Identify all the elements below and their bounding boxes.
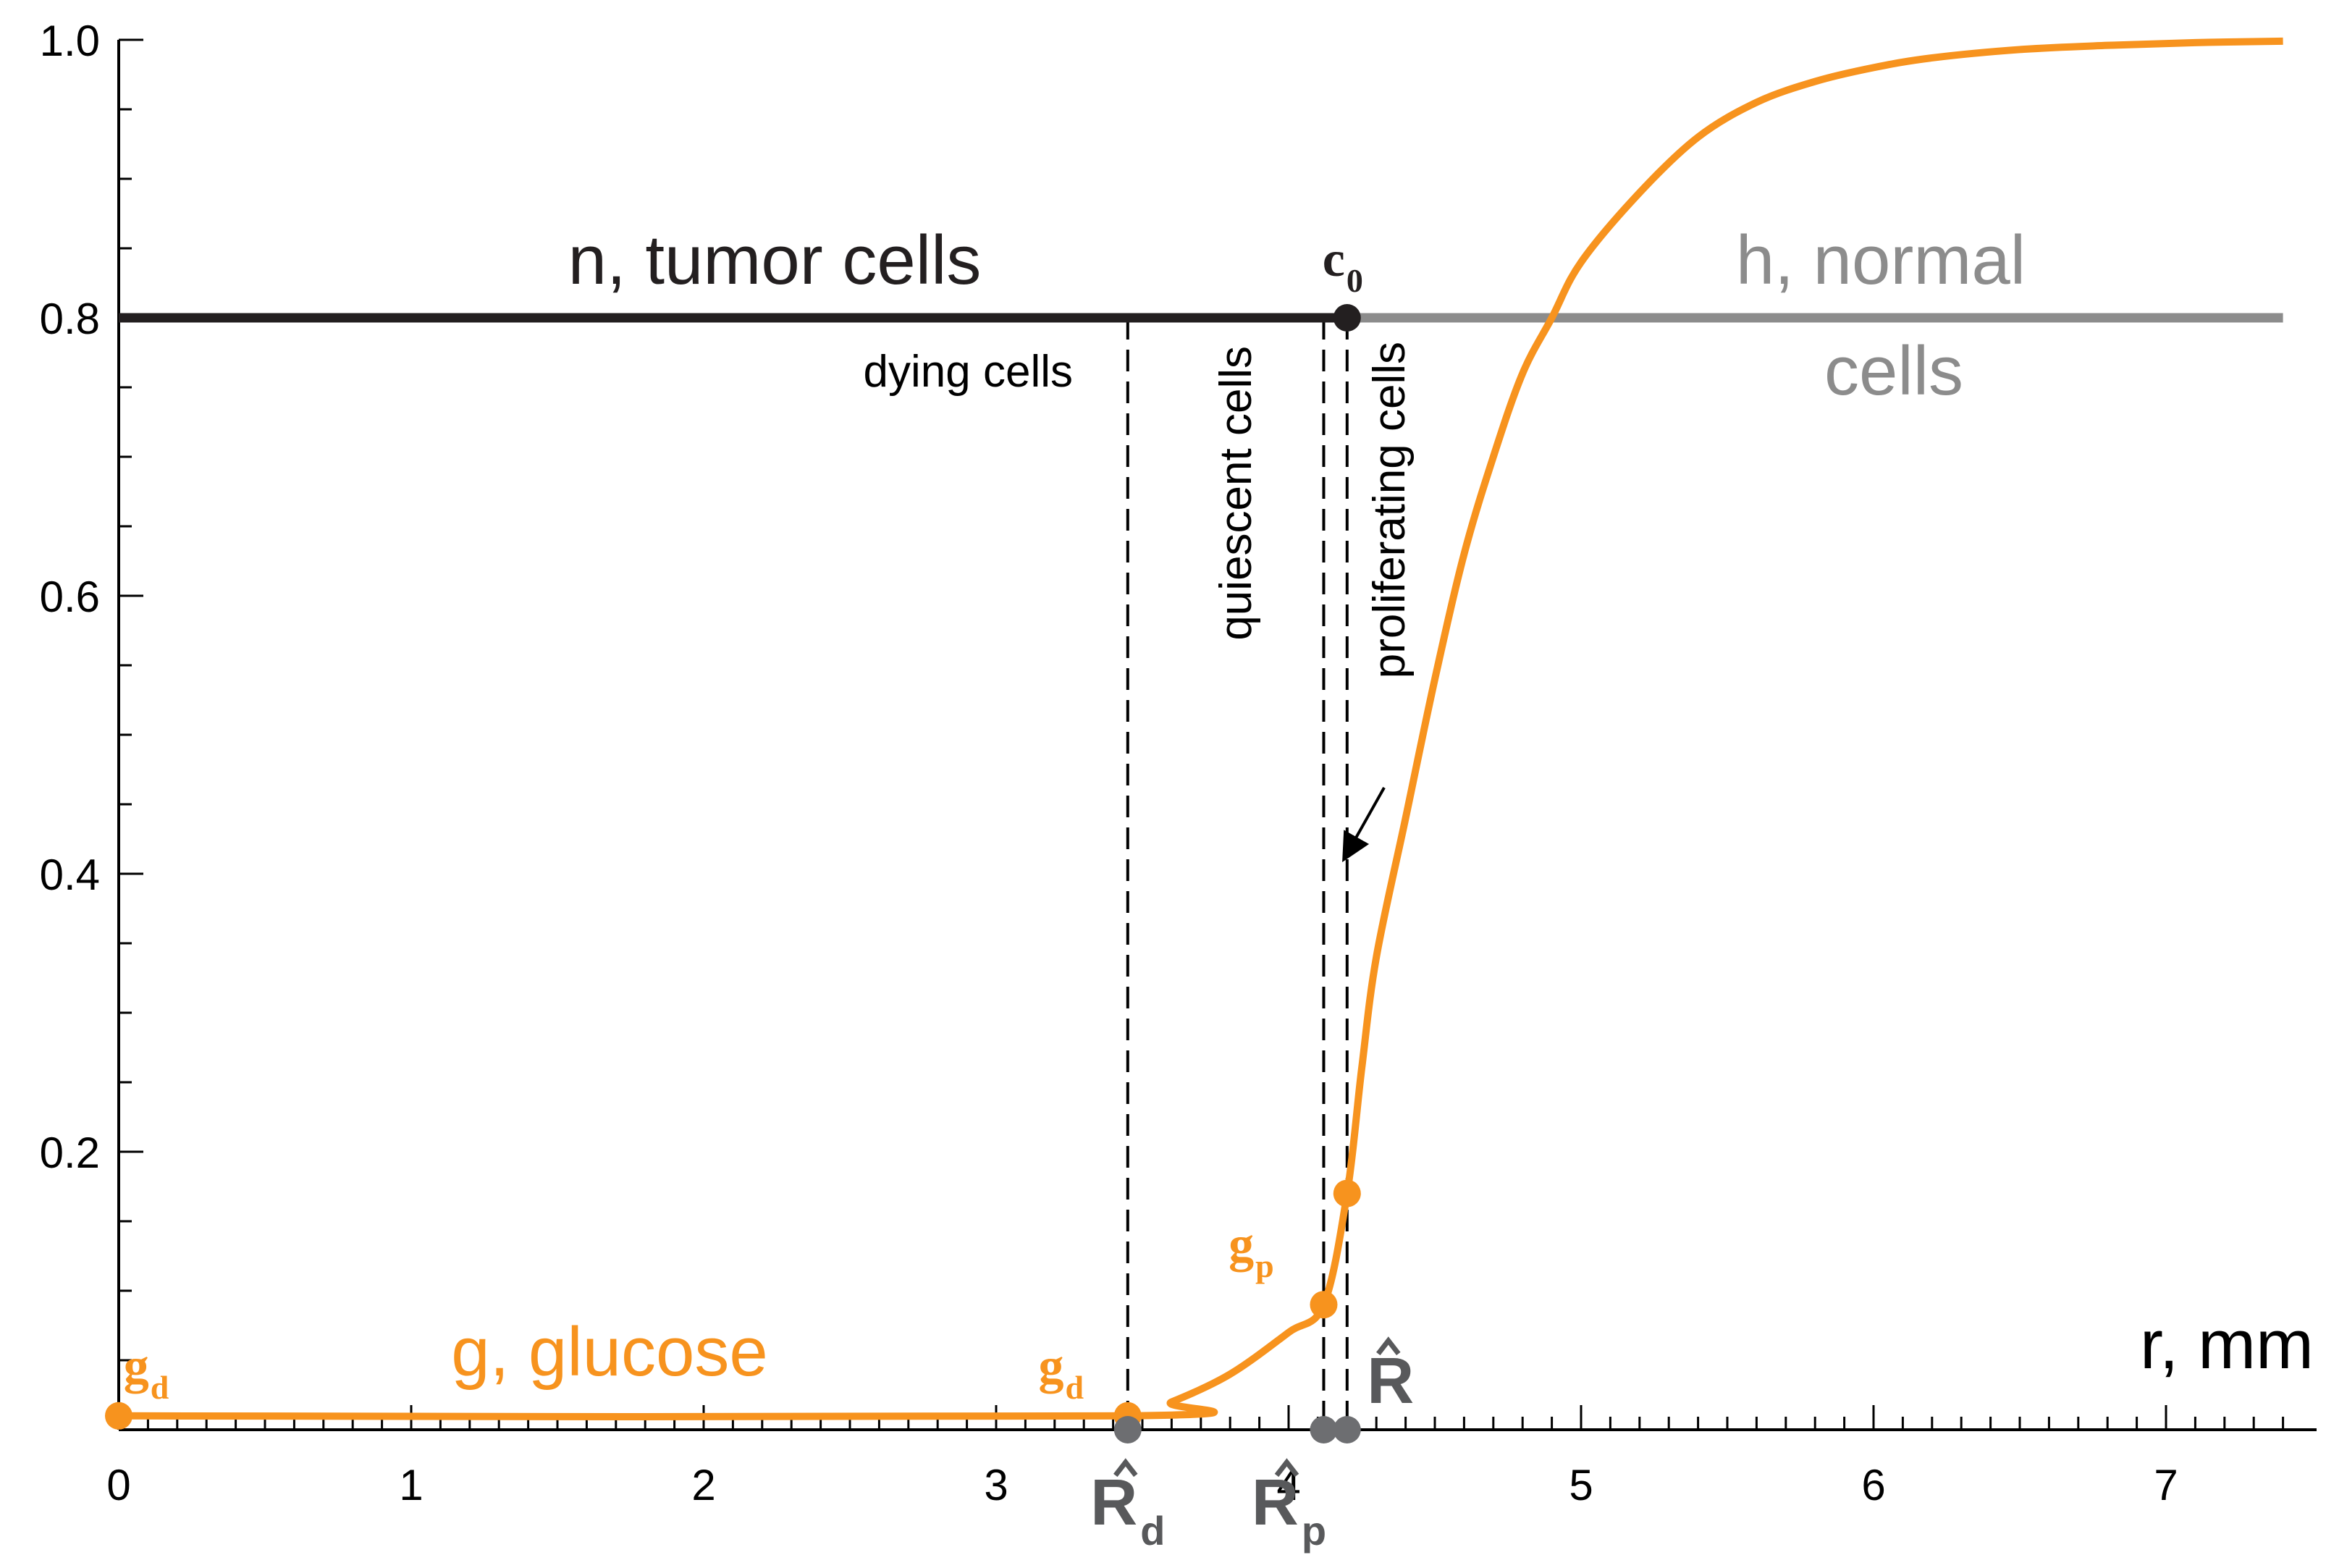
x-tick-label: 2 [691, 1461, 715, 1509]
y-tick-label: 0.6 [40, 573, 100, 621]
marker-label-subscript: d [151, 1369, 169, 1406]
marker-label: gd [1039, 1339, 1084, 1406]
normal-cells-label-line1: h, normal [1736, 222, 2026, 299]
tumor-cells-label: n, tumor cells [568, 222, 982, 299]
quiescent-cells-label: quiescent cells [1211, 346, 1261, 641]
axis-point-label-subscript: p [1302, 1508, 1326, 1554]
marker-label-subscript: d [1066, 1369, 1084, 1406]
x-tick-label: 5 [1569, 1461, 1593, 1509]
marker-label-subscript: p [1255, 1247, 1274, 1284]
series-marker [1333, 304, 1361, 332]
y-axis-ticks [119, 38, 143, 1362]
normal-cells-label-line2: cells [1824, 332, 1963, 410]
y-axis-tick-labels: 0.2 0.4 0.6 0.8 1.0 [40, 17, 100, 1177]
marker-label: c0 [1323, 232, 1363, 299]
axis-point-marker [1310, 1416, 1338, 1443]
series-markers: c0 gd gd gp [105, 232, 1363, 1430]
x-tick-label: 3 [984, 1461, 1008, 1509]
x-tick-label: 0 [106, 1461, 130, 1509]
glucose-label: g, glucose [451, 1313, 768, 1391]
axis-point-label: Rp [1252, 1467, 1326, 1554]
hat-accent [1274, 1458, 1299, 1478]
proliferating-arrow [1342, 787, 1386, 862]
x-axis-label: r, mm [2140, 1306, 2314, 1383]
x-tick-label: 6 [1861, 1461, 1885, 1509]
dying-cells-label: dying cells [864, 347, 1073, 397]
hat-accent [1376, 1336, 1401, 1356]
axis-point-label-subscript: d [1140, 1508, 1165, 1554]
glucose-series-line [118, 37, 2283, 1421]
series-marker [105, 1401, 132, 1430]
y-tick-label: 0.2 [40, 1129, 100, 1177]
y-tick-label: 0.8 [40, 295, 100, 343]
x-tick-label: 7 [2154, 1461, 2178, 1509]
hat-accent [1113, 1458, 1138, 1478]
y-tick-label: 1.0 [40, 17, 100, 65]
axis-point-marker [1113, 1416, 1142, 1443]
series-marker [1333, 1179, 1361, 1207]
axis-point-markers: Rd Rp R [1090, 1336, 1414, 1554]
proliferating-cells-label: proliferating cells [1365, 342, 1415, 678]
series-marker [1310, 1291, 1338, 1319]
marker-label: gp [1229, 1217, 1274, 1284]
marker-label-subscript: 0 [1347, 262, 1363, 299]
region-boundary-lines [1126, 318, 1349, 1430]
axis-point-label: R [1367, 1345, 1414, 1417]
marker-label: gd [124, 1339, 169, 1406]
x-tick-label: 1 [399, 1461, 423, 1509]
y-tick-label: 0.4 [40, 851, 100, 899]
axis-point-marker [1333, 1416, 1361, 1443]
axis-point-label: Rd [1090, 1467, 1165, 1554]
